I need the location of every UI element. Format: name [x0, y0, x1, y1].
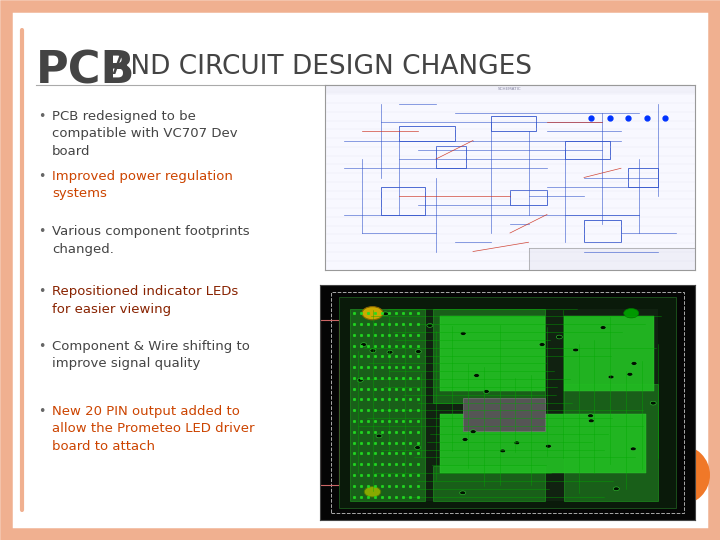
Circle shape [459, 491, 466, 495]
Text: •: • [38, 285, 45, 298]
Bar [436, 146, 466, 168]
Circle shape [650, 401, 656, 405]
Circle shape [387, 350, 393, 354]
Bar [440, 414, 647, 473]
Circle shape [361, 343, 366, 347]
Bar [399, 126, 454, 140]
Circle shape [470, 430, 476, 434]
Circle shape [546, 444, 552, 448]
Text: AND CIRCUIT DESIGN CHANGES: AND CIRCUIT DESIGN CHANGES [104, 54, 532, 80]
Bar [350, 308, 425, 501]
Bar [462, 398, 545, 431]
Text: Improved power regulation
systems: Improved power regulation systems [52, 170, 233, 200]
Circle shape [382, 312, 388, 316]
Circle shape [539, 343, 545, 347]
Text: SCHEMATIC: SCHEMATIC [498, 87, 522, 91]
Circle shape [588, 419, 594, 423]
Bar [564, 315, 654, 391]
Circle shape [627, 373, 633, 376]
Circle shape [514, 441, 520, 445]
Text: Component & Wire shifting to
improve signal quality: Component & Wire shifting to improve sig… [52, 340, 250, 370]
Circle shape [557, 335, 562, 339]
Bar [350, 308, 657, 501]
Text: •: • [38, 110, 45, 123]
Text: •: • [38, 225, 45, 238]
Text: •: • [38, 405, 45, 418]
Circle shape [362, 307, 383, 320]
Bar [440, 315, 545, 391]
Circle shape [588, 414, 593, 417]
Circle shape [572, 348, 579, 352]
Circle shape [415, 349, 421, 353]
Circle shape [613, 487, 619, 491]
Circle shape [600, 326, 606, 329]
Circle shape [650, 445, 710, 505]
Circle shape [460, 332, 466, 335]
Bar [565, 140, 610, 159]
Circle shape [500, 449, 505, 453]
Circle shape [357, 379, 364, 382]
Text: Various component footprints
changed.: Various component footprints changed. [52, 225, 250, 255]
Bar [380, 187, 425, 214]
Text: New 20 PIN output added to
allow the Prometeo LED driver
board to attach: New 20 PIN output added to allow the Pro… [52, 405, 254, 453]
Circle shape [624, 308, 639, 318]
Circle shape [427, 323, 433, 327]
Circle shape [474, 374, 480, 377]
Bar [320, 320, 338, 485]
Bar [433, 308, 545, 402]
Circle shape [364, 487, 381, 497]
Text: •: • [38, 340, 45, 353]
Circle shape [483, 390, 490, 393]
Text: PCB redesigned to be
compatible with VC707 Dev
board: PCB redesigned to be compatible with VC7… [52, 110, 238, 158]
Circle shape [370, 349, 376, 353]
Bar [492, 117, 536, 131]
Circle shape [631, 362, 637, 366]
Bar [629, 168, 658, 187]
Bar [584, 220, 621, 242]
Circle shape [415, 446, 420, 449]
Circle shape [630, 447, 636, 451]
Circle shape [462, 437, 468, 441]
Bar [564, 384, 657, 501]
Circle shape [376, 434, 382, 438]
Text: •: • [38, 170, 45, 183]
Bar [433, 466, 545, 501]
Text: PCB: PCB [36, 50, 135, 93]
Bar [510, 191, 547, 205]
Text: Repositioned indicator LEDs
for easier viewing: Repositioned indicator LEDs for easier v… [52, 285, 238, 315]
Circle shape [608, 375, 614, 379]
